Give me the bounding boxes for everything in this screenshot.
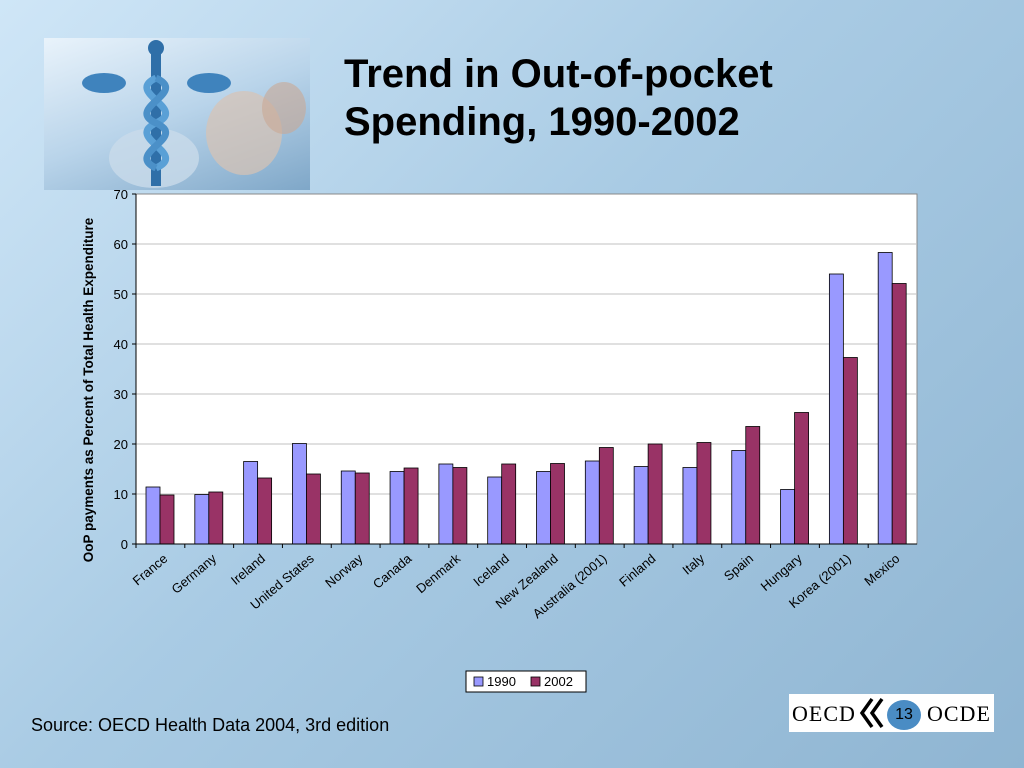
- bar-2002: [598, 447, 614, 545]
- bar-1990: [633, 466, 649, 545]
- logo-text-left: OECD: [792, 701, 856, 726]
- title-line-2: Spending, 1990-2002: [344, 100, 740, 144]
- legend-swatch-2002: [530, 676, 541, 687]
- bar-1990: [145, 486, 161, 545]
- y-tick-label: 20: [114, 437, 128, 452]
- oecd-chevron-icon: [859, 697, 884, 729]
- legend-swatch-1990: [473, 676, 484, 687]
- caduceus-photo: [44, 38, 310, 190]
- bar-1990: [438, 463, 454, 545]
- bar-1990: [877, 252, 893, 545]
- bar-1990: [292, 443, 307, 545]
- x-tick-label: Hungary: [758, 550, 806, 593]
- bar-1990: [828, 273, 844, 545]
- x-tick-label: Finland: [616, 551, 658, 590]
- bar-2002: [403, 467, 419, 545]
- bar-1990: [780, 489, 795, 545]
- legend-box: [465, 670, 587, 693]
- legend: 1990 2002: [465, 670, 587, 693]
- bar-2002: [842, 357, 858, 545]
- bar-2002: [306, 473, 321, 545]
- page-number: 13: [887, 700, 921, 730]
- bar-1990: [731, 450, 747, 545]
- bar-2002: [501, 463, 517, 545]
- legend-label-1990: 1990: [487, 674, 516, 689]
- bar-1990: [536, 471, 551, 545]
- slide-title: Trend in Out-of-pocket Spending, 1990-20…: [344, 50, 944, 146]
- bar-2002: [891, 283, 907, 545]
- bar-1990: [340, 470, 356, 545]
- x-tick-label: Iceland: [470, 551, 512, 589]
- y-tick-label: 0: [121, 537, 128, 552]
- y-tick-label: 70: [114, 187, 128, 202]
- bar-1990: [584, 460, 600, 545]
- y-tick-label: 50: [114, 287, 128, 302]
- bar-2002: [354, 472, 370, 545]
- source-note: Source: OECD Health Data 2004, 3rd editi…: [31, 715, 390, 735]
- bar-2002: [794, 412, 809, 545]
- x-tick-label: Germany: [169, 550, 220, 596]
- x-tick-label: Mexico: [861, 551, 902, 589]
- x-tick-label: Canada: [370, 550, 415, 591]
- bar-1990: [682, 467, 698, 545]
- y-axis-label: OoP payments as Percent of Total Health …: [81, 217, 96, 562]
- bar-1990: [243, 461, 259, 545]
- y-tick-label: 40: [114, 337, 128, 352]
- y-tick-label: 60: [114, 237, 128, 252]
- legend-label-2002: 2002: [544, 674, 573, 689]
- bar-2002: [452, 467, 468, 545]
- bar-2002: [550, 463, 565, 545]
- x-tick-label: Spain: [721, 551, 756, 584]
- x-tick-label: France: [130, 551, 171, 589]
- bar-1990: [194, 494, 210, 545]
- x-tick-label: Ireland: [228, 551, 268, 588]
- bar-2002: [696, 442, 712, 545]
- x-tick-label: Italy: [679, 550, 707, 577]
- bar-2002: [257, 477, 273, 545]
- bar-2002: [745, 426, 761, 545]
- bar-1990: [389, 471, 405, 545]
- bar-1990: [487, 476, 503, 545]
- x-tick-label: Norway: [322, 550, 366, 590]
- bar-2002: [159, 494, 175, 545]
- bar-2002: [208, 491, 224, 545]
- title-line-1: Trend in Out-of-pocket: [344, 52, 773, 96]
- y-tick-label: 30: [114, 387, 128, 402]
- x-tick-label: Denmark: [413, 550, 463, 596]
- bar-layer: [145, 252, 907, 545]
- logo-text-right: OCDE: [927, 701, 991, 726]
- bar-2002: [647, 443, 663, 545]
- y-tick-label: 10: [114, 487, 128, 502]
